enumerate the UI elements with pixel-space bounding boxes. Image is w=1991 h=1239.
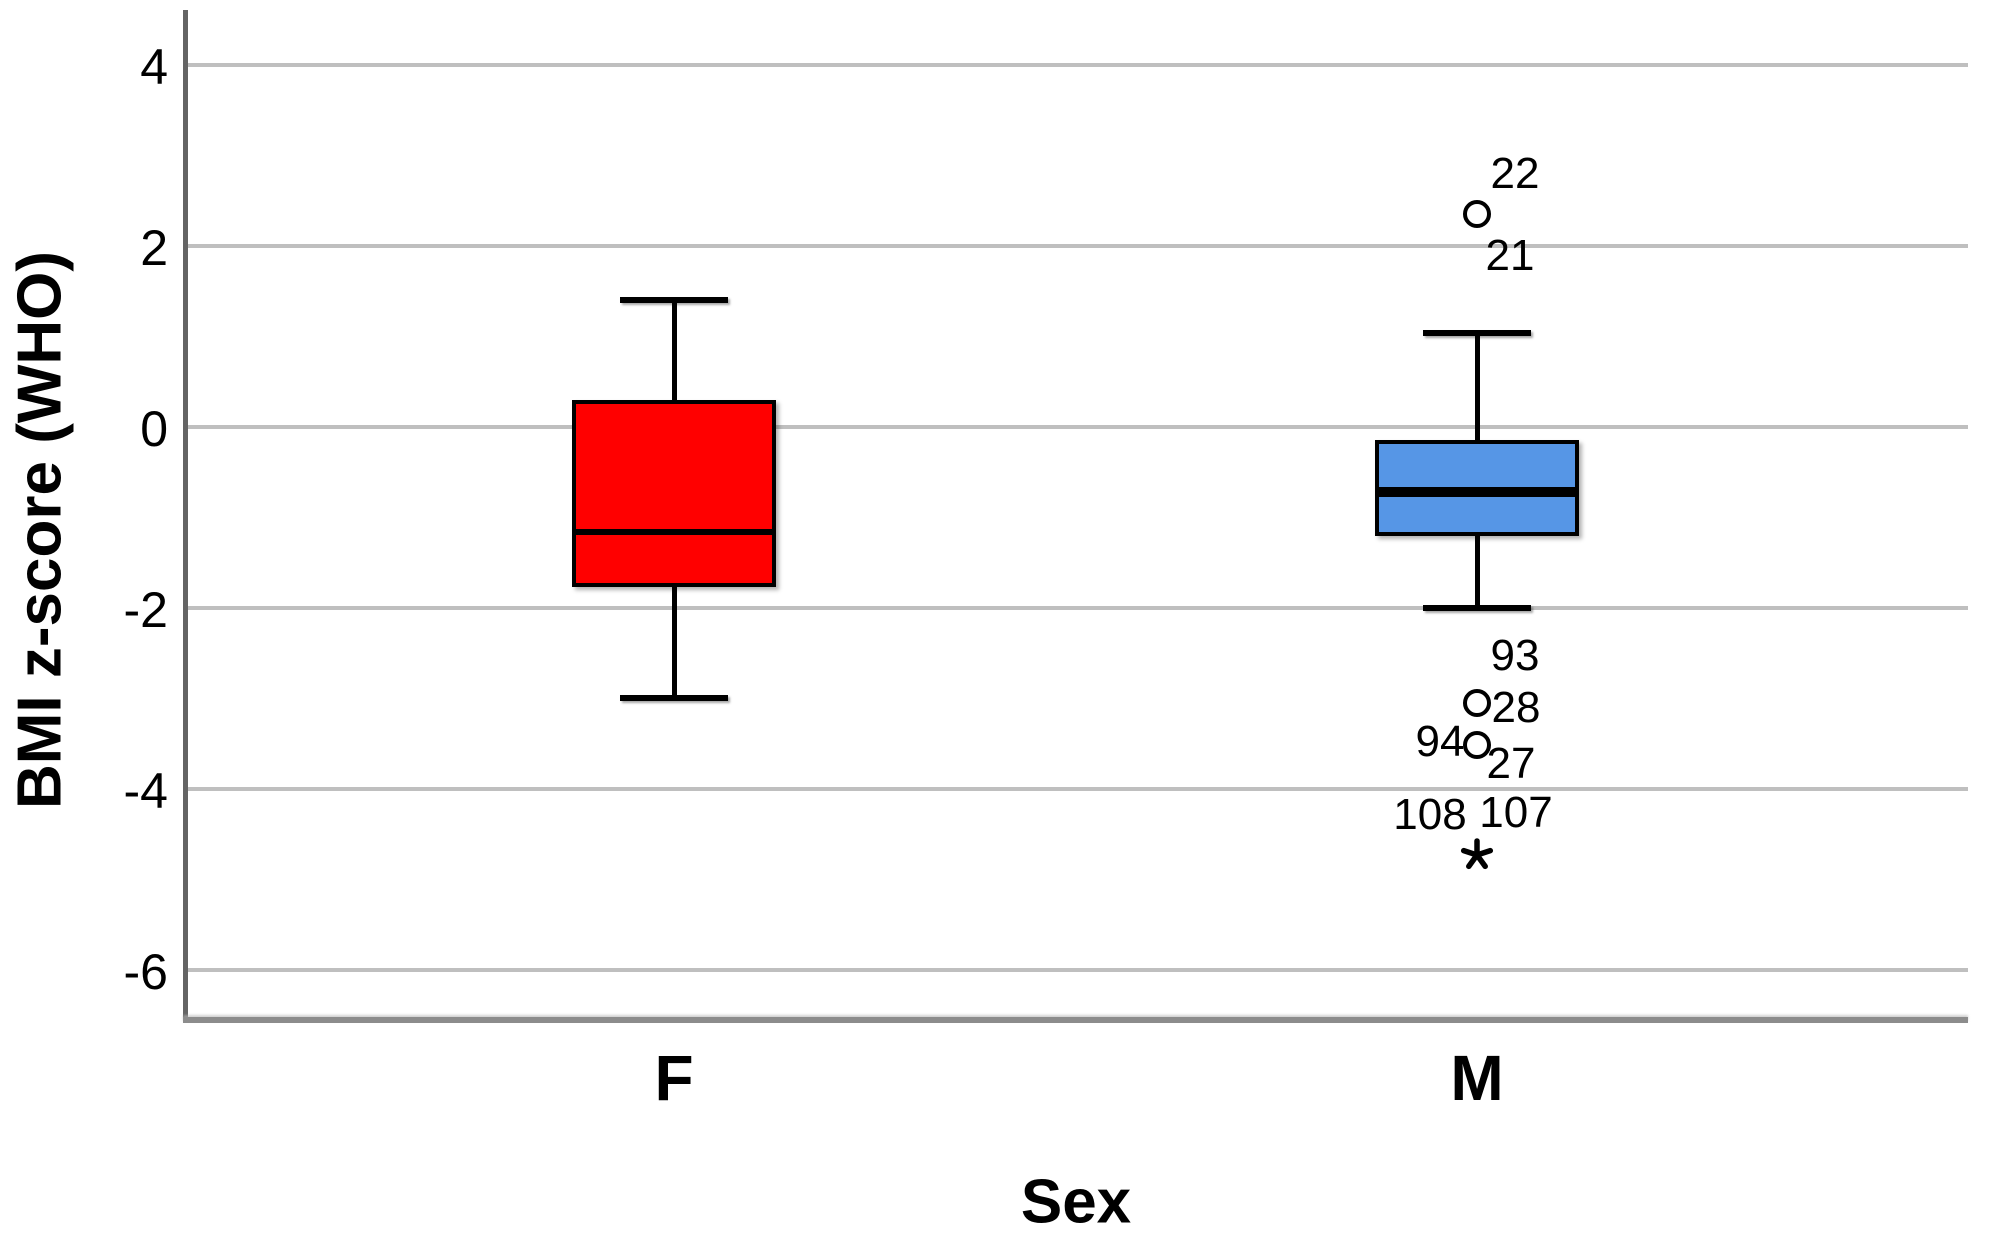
gridline-y-0 [188, 425, 1968, 429]
gridline-y--2 [188, 606, 1968, 610]
x-axis-title: Sex [1020, 1167, 1132, 1237]
upper-whisker-cap [620, 297, 728, 304]
lower-whisker-cap [620, 694, 728, 701]
upper-whisker-cap [1423, 329, 1531, 336]
upper-whisker-line [1475, 332, 1480, 440]
gridline-y-4 [188, 63, 1968, 67]
y-axis-line [183, 10, 188, 1023]
y-tick-label: -4 [123, 763, 168, 819]
median-line-M [1379, 487, 1575, 498]
lower-whisker-line [672, 587, 677, 698]
lower-whisker-line [1475, 535, 1480, 608]
outlier-case-label: 107 [1479, 788, 1553, 838]
y-tick-label: 0 [140, 401, 168, 457]
y-tick-label: -2 [123, 582, 168, 638]
median-line-F [576, 528, 772, 535]
outlier-circle-marker [1463, 200, 1491, 229]
y-tick-label: -6 [123, 944, 168, 1000]
gridline-y-2 [188, 244, 1968, 248]
extreme-outlier-asterisk-marker [1460, 838, 1494, 870]
box-F [572, 399, 776, 588]
y-axis-title: BMI z-score (WHO) [5, 251, 75, 809]
outlier-case-label: 28 [1491, 683, 1541, 733]
y-tick-label: 4 [140, 39, 168, 95]
upper-whisker-line [672, 300, 677, 400]
gridline-y--4 [188, 787, 1968, 791]
x-category-label-F: F [654, 1042, 694, 1114]
outlier-case-label: 27 [1486, 738, 1536, 788]
gridline-y--6 [188, 968, 1968, 972]
lower-whisker-cap [1423, 605, 1531, 611]
outlier-case-label: 93 [1490, 631, 1540, 681]
outlier-circle-marker [1463, 689, 1491, 718]
y-tick-label: 2 [140, 220, 168, 276]
outlier-case-label: 108 [1393, 790, 1467, 840]
x-axis-line [183, 1017, 1968, 1023]
outlier-circle-marker [1463, 730, 1491, 759]
outlier-case-label: 94 [1415, 716, 1465, 766]
x-category-label-M: M [1450, 1042, 1504, 1114]
outlier-case-label: 21 [1485, 231, 1535, 281]
outlier-case-label: 22 [1490, 149, 1540, 199]
